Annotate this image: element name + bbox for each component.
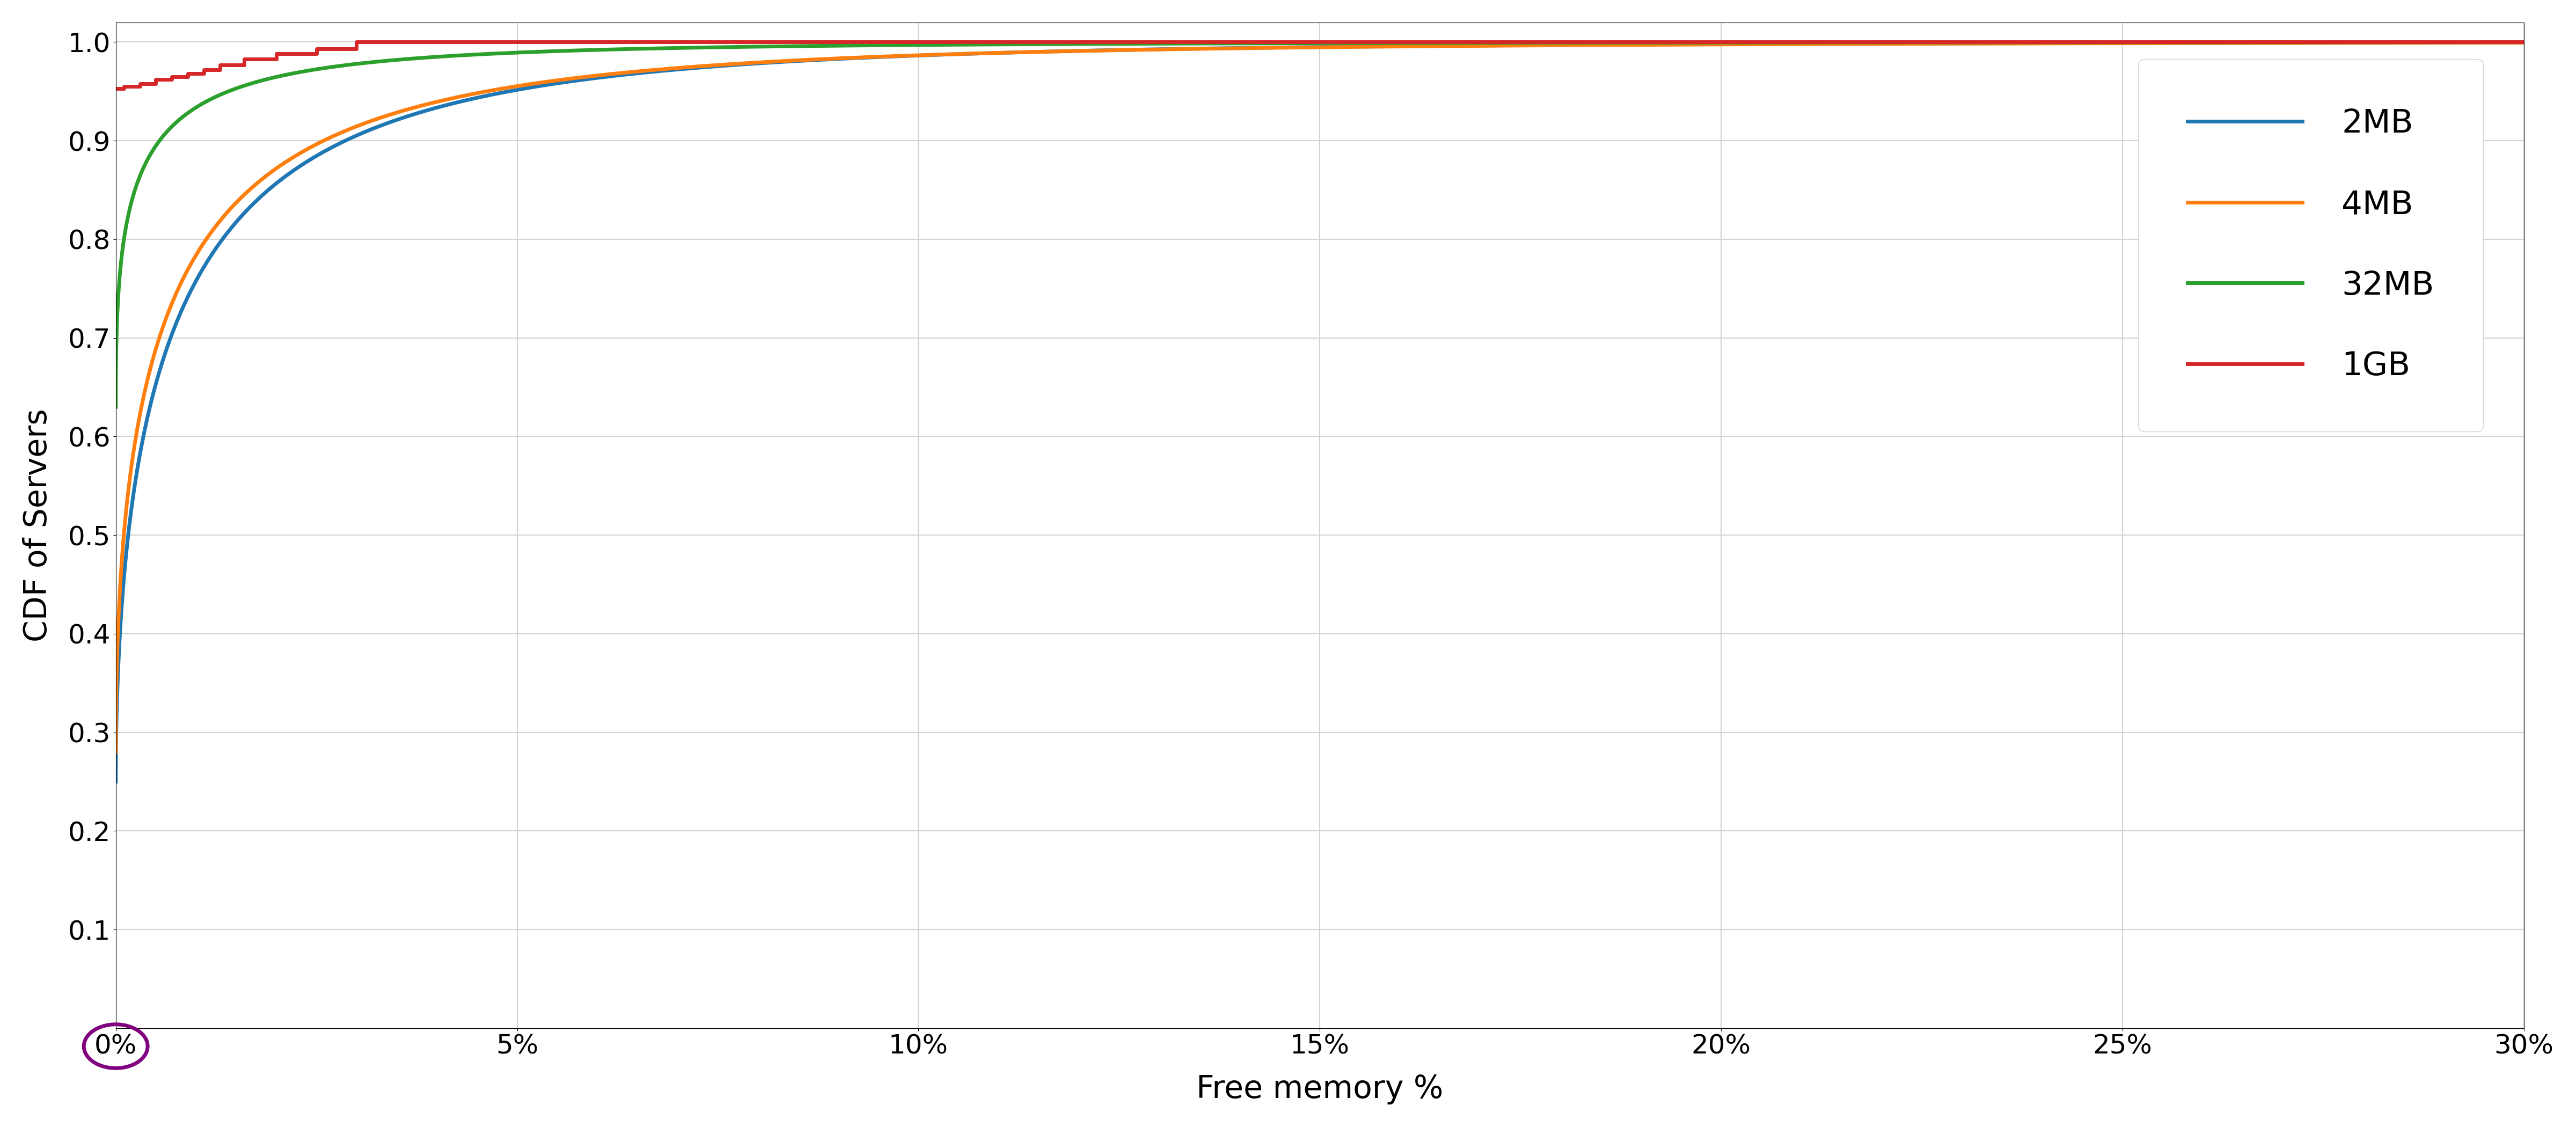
4MB: [528, 76, 559, 89]
32MB: [100, 400, 131, 414]
1GB: [340, 35, 371, 48]
1GB: [301, 42, 332, 55]
32MB: [2087, 36, 2117, 50]
1GB: [108, 80, 139, 94]
4MB: [2087, 36, 2117, 50]
4MB: [1494, 38, 1525, 52]
32MB: [1494, 36, 1525, 50]
32MB: [2509, 35, 2540, 48]
32MB: [714, 41, 744, 54]
1GB: [229, 52, 260, 65]
X-axis label: Free memory %: Free memory %: [1195, 1074, 1443, 1104]
1GB: [260, 47, 291, 61]
4MB: [1723, 37, 1754, 51]
1GB: [100, 81, 131, 95]
4MB: [2509, 36, 2540, 50]
1GB: [2509, 35, 2540, 48]
1GB: [204, 57, 234, 71]
2MB: [1494, 38, 1525, 52]
Line: 1GB: 1GB: [116, 42, 2524, 88]
Line: 32MB: 32MB: [116, 42, 2524, 407]
1GB: [157, 70, 188, 83]
2MB: [528, 79, 559, 92]
Line: 4MB: 4MB: [116, 43, 2524, 752]
1GB: [124, 77, 155, 90]
Legend: 2MB, 4MB, 32MB, 1GB: 2MB, 4MB, 32MB, 1GB: [2138, 59, 2483, 432]
Y-axis label: CDF of Servers: CDF of Servers: [23, 409, 54, 642]
4MB: [100, 745, 131, 758]
2MB: [1723, 37, 1754, 51]
32MB: [528, 45, 559, 59]
1GB: [142, 73, 173, 87]
2MB: [714, 59, 744, 72]
4MB: [2434, 36, 2465, 50]
1GB: [188, 63, 219, 77]
2MB: [2434, 36, 2465, 50]
1GB: [173, 66, 204, 80]
32MB: [1723, 36, 1754, 50]
2MB: [100, 775, 131, 789]
4MB: [714, 57, 744, 71]
2MB: [2087, 36, 2117, 50]
2MB: [2509, 36, 2540, 50]
Line: 2MB: 2MB: [116, 43, 2524, 782]
32MB: [2434, 35, 2465, 48]
